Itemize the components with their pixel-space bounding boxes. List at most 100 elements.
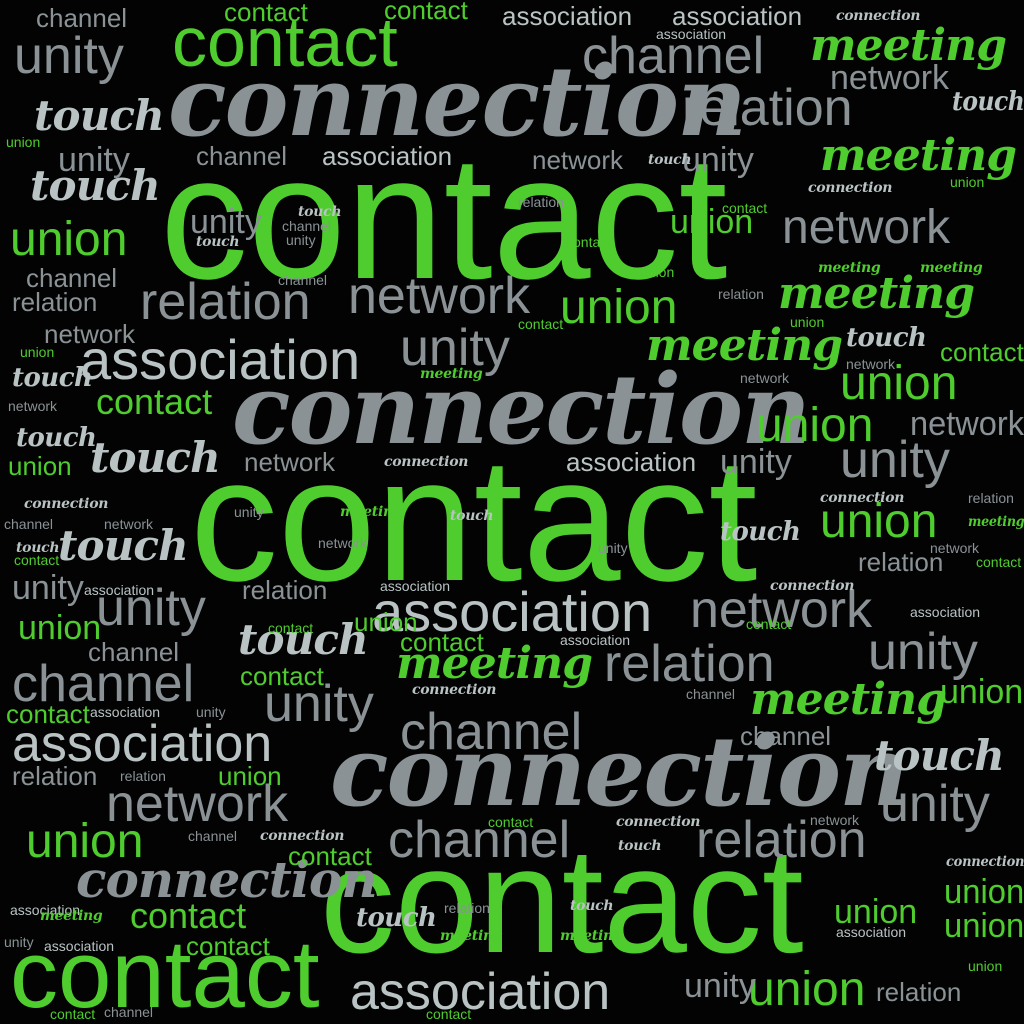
word-channel-29: channel	[388, 811, 571, 869]
word-association-16: association	[566, 447, 697, 477]
word-channel-28: channel	[400, 703, 583, 761]
word-union-154: union	[950, 174, 985, 190]
word-connection-165: connection	[384, 454, 469, 470]
word-contact-0: contact	[160, 120, 728, 316]
word-network-65: network	[830, 59, 950, 97]
word-union-39: union	[756, 399, 874, 452]
word-touch-51: touch	[30, 161, 161, 210]
word-unity-36: unity	[840, 431, 950, 489]
word-relation-131: relation	[120, 768, 166, 784]
word-touch-158: touch	[196, 234, 240, 250]
word-contact-91: contact	[400, 627, 484, 657]
word-touch-95: touch	[12, 363, 93, 393]
word-unity-69: unity	[682, 141, 754, 179]
word-channel-75: channel	[88, 637, 180, 667]
word-union-94: union	[354, 607, 418, 637]
word-relation-83: relation	[858, 547, 944, 577]
word-connection-7: connection	[330, 715, 909, 828]
word-union-153: union	[790, 314, 825, 330]
word-contact-86: contact	[288, 841, 372, 871]
word-meeting-49: meeting	[750, 674, 947, 725]
word-network-64: network	[910, 405, 1024, 443]
word-relation-128: relation	[518, 194, 564, 210]
word-contact-90: contact	[186, 931, 270, 961]
word-contact-150: contact	[426, 1006, 472, 1022]
word-union-38: union	[840, 357, 958, 410]
word-contact-146: contact	[746, 616, 792, 632]
word-unity-33: unity	[868, 623, 978, 681]
word-union-62: union	[944, 873, 1024, 911]
word-touch-53: touch	[58, 521, 189, 570]
word-network-18: network	[690, 581, 873, 639]
word-network-115: network	[810, 812, 860, 828]
word-relation-132: relation	[968, 490, 1014, 506]
word-contact-144: contact	[14, 552, 60, 568]
word-relation-21: relation	[682, 79, 853, 137]
word-connection-170: connection	[616, 814, 701, 830]
word-contact-2: contact	[320, 816, 804, 984]
word-relation-82: relation	[12, 761, 98, 791]
word-relation-25: relation	[876, 977, 962, 1007]
word-touch-50: touch	[34, 91, 165, 140]
word-network-116: network	[318, 535, 368, 551]
word-relation-130: relation	[444, 900, 490, 916]
word-contact-84: contact	[940, 337, 1024, 367]
word-contact-147: contact	[268, 620, 314, 636]
word-unity-70: unity	[720, 443, 792, 481]
word-association-13: association	[502, 1, 633, 31]
word-channel-73: channel	[36, 3, 128, 33]
word-union-41: union	[10, 213, 128, 266]
word-contact-3: contact	[10, 921, 320, 1024]
word-unity-35: unity	[880, 775, 990, 833]
word-contact-145: contact	[488, 814, 534, 830]
word-channel-74: channel	[26, 263, 118, 293]
word-touch-52: touch	[90, 433, 221, 482]
word-connection-171: connection	[820, 490, 905, 506]
word-network-113: network	[846, 356, 896, 372]
word-relation-80: relation	[12, 287, 98, 317]
word-union-155: union	[968, 958, 1003, 974]
word-contact-87: contact	[6, 699, 90, 729]
word-relation-23: relation	[604, 635, 775, 693]
word-union-93: union	[218, 761, 282, 791]
word-connection-172: connection	[836, 8, 921, 24]
word-unity-67: unity	[190, 203, 262, 241]
word-contact-149: contact	[50, 1006, 96, 1022]
word-relation-129: relation	[718, 286, 764, 302]
word-association-14: association	[672, 1, 803, 31]
word-touch-98: touch	[720, 517, 801, 547]
word-unity-125: unity	[598, 540, 628, 556]
word-touch-54: touch	[238, 615, 369, 664]
word-association-12: association	[350, 963, 611, 1021]
word-union-59: union	[18, 609, 102, 647]
word-network-110: network	[8, 398, 58, 414]
word-connection-173: connection	[412, 682, 497, 698]
word-meeting-137: meeting	[920, 260, 983, 276]
word-connection-164: connection	[808, 180, 893, 196]
word-connection-169: connection	[946, 854, 1024, 870]
word-meeting-133: meeting	[440, 928, 503, 944]
word-network-78: network	[244, 447, 336, 477]
word-network-111: network	[104, 516, 154, 532]
word-meeting-46: meeting	[778, 268, 975, 319]
word-contact-141: contact	[566, 234, 612, 250]
word-association-15: association	[322, 141, 453, 171]
word-unity-71: unity	[684, 967, 756, 1005]
word-association-10: association	[372, 580, 653, 643]
word-union-40: union	[820, 495, 938, 548]
word-contact-4: contact	[172, 3, 398, 81]
word-contact-143: contact	[518, 316, 564, 332]
word-contact-89: contact	[224, 0, 308, 27]
word-meeting-45: meeting	[820, 130, 1017, 181]
word-unity-31: unity	[400, 319, 510, 377]
word-union-60: union	[834, 893, 918, 931]
word-union-92: union	[8, 451, 72, 481]
word-unity-68: unity	[12, 569, 84, 607]
word-unity-124: unity	[234, 504, 264, 520]
word-association-109: association	[836, 924, 907, 940]
word-network-20: network	[782, 201, 951, 254]
word-network-112: network	[740, 370, 790, 386]
word-relation-81: relation	[242, 575, 328, 605]
word-unity-126: unity	[4, 934, 34, 950]
word-meeting-48: meeting	[396, 638, 593, 689]
